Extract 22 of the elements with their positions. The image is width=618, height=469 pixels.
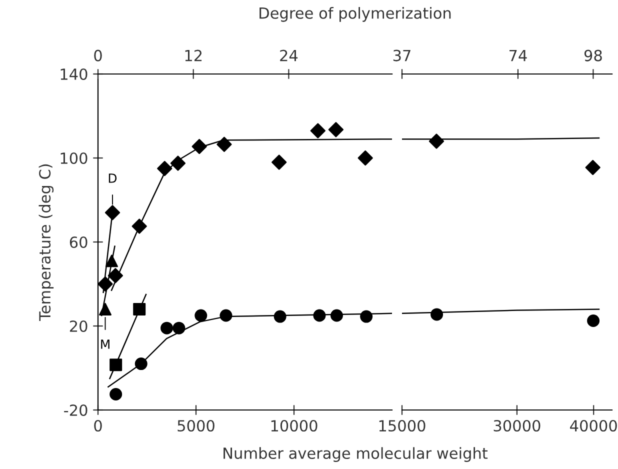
x-tick-label: 0 (94, 420, 102, 432)
x2-tick-label: 98 (584, 50, 602, 62)
x2-tick-label: 24 (280, 50, 298, 62)
x-tick-label: 15000 (379, 420, 426, 432)
y-tick-label: 100 (60, 152, 88, 164)
x2-tick-label: 37 (393, 50, 410, 62)
x-tick-label: 10000 (271, 420, 318, 432)
annotation: M (101, 340, 110, 349)
y-tick-label: -20 (64, 404, 88, 416)
x2-tick-label: 12 (185, 50, 202, 62)
x-tick-label: 5000 (178, 420, 214, 432)
x-tick-label: 30000 (494, 420, 540, 432)
annotation: D (108, 174, 117, 183)
y-tick-label: 60 (70, 236, 88, 248)
x-tick-label: 40000 (570, 420, 617, 432)
y-tick-label: 20 (70, 320, 88, 332)
x2-tick-label: 0 (94, 50, 102, 62)
y-tick-label: 140 (60, 68, 88, 80)
x2-tick-label: 74 (510, 50, 527, 62)
x2-axis-title: Degree of polymerization (260, 7, 451, 22)
y-axis-title: Temperature (deg C) (38, 164, 54, 321)
x-axis-title: Number average molecular weight (224, 447, 488, 462)
